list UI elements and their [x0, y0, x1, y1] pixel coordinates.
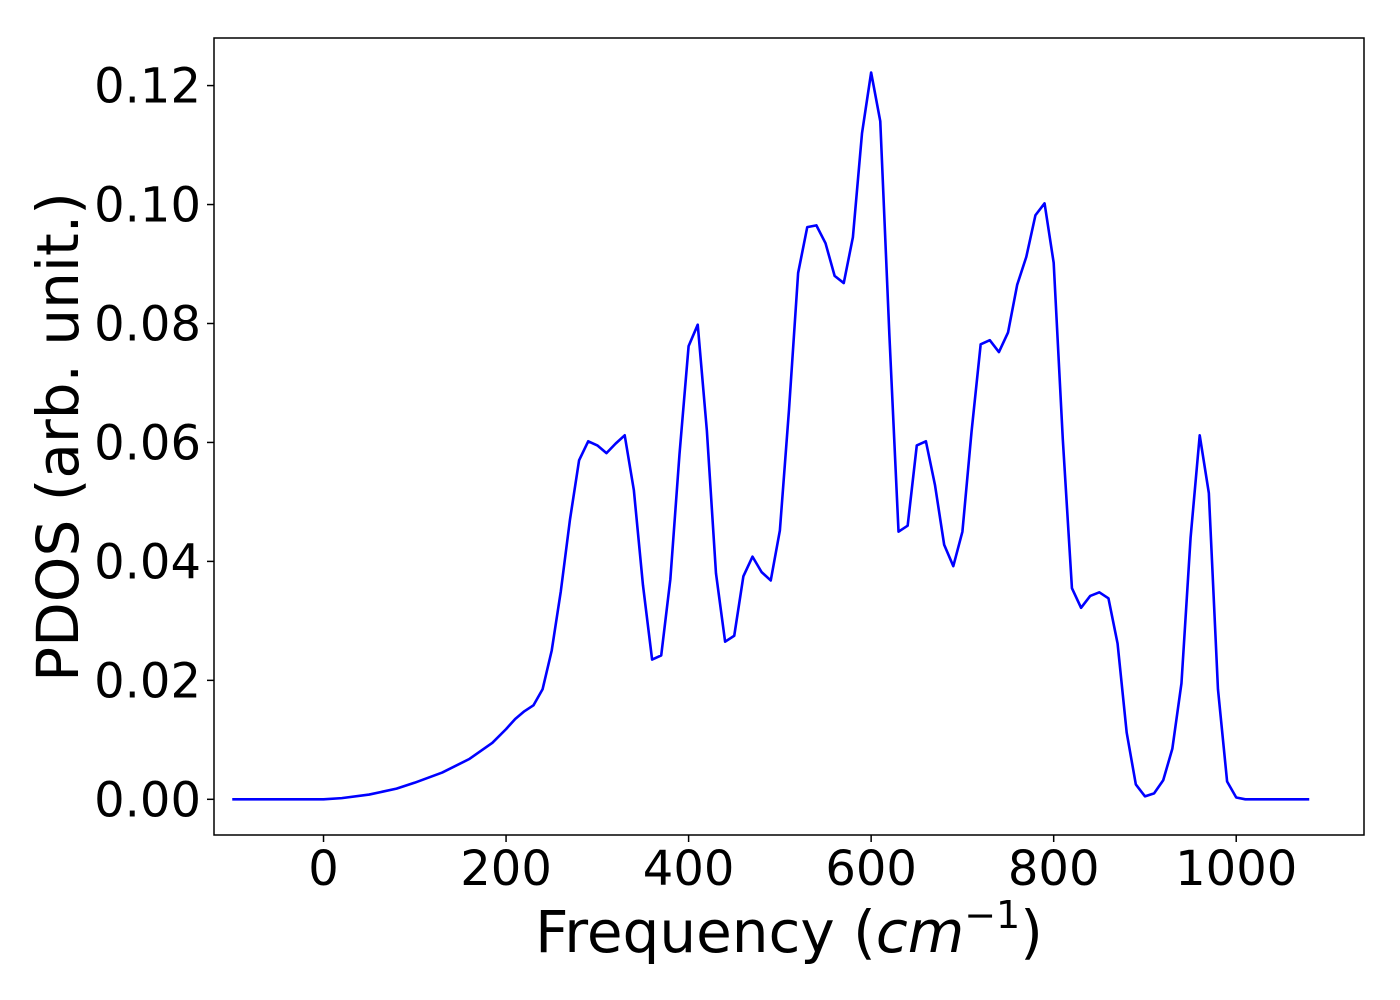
x-tick-label: 200 — [460, 841, 552, 897]
pdos-series-line — [232, 71, 1310, 801]
y-tick-label: 0.12 — [94, 59, 201, 115]
y-tick-label: 0.08 — [94, 296, 201, 352]
y-tick-label: 0.06 — [94, 415, 201, 471]
x-tick-label: 600 — [825, 841, 917, 897]
plot-frame — [213, 37, 1365, 836]
x-tick-label: 800 — [1008, 841, 1100, 897]
y-tick-label: 0.10 — [94, 178, 201, 234]
x-tick-label: 0 — [308, 841, 339, 897]
y-tick-label: 0.02 — [94, 653, 201, 709]
x-axis-label: Frequency (cm−1) — [535, 893, 1043, 966]
x-tick-label: 400 — [643, 841, 735, 897]
series-layer — [232, 71, 1310, 801]
y-tick-label: 0.04 — [94, 534, 201, 590]
y-axis-ticks: 0.00 0.02 0.04 0.06 0.08 0.10 0.12 — [94, 59, 214, 828]
x-tick-label: 1000 — [1175, 841, 1297, 897]
y-axis-label: PDOS (arb. unit.) — [24, 192, 92, 682]
y-tick-label: 0.00 — [94, 772, 201, 828]
x-axis-ticks: 0 200 400 600 800 1000 — [308, 835, 1297, 897]
